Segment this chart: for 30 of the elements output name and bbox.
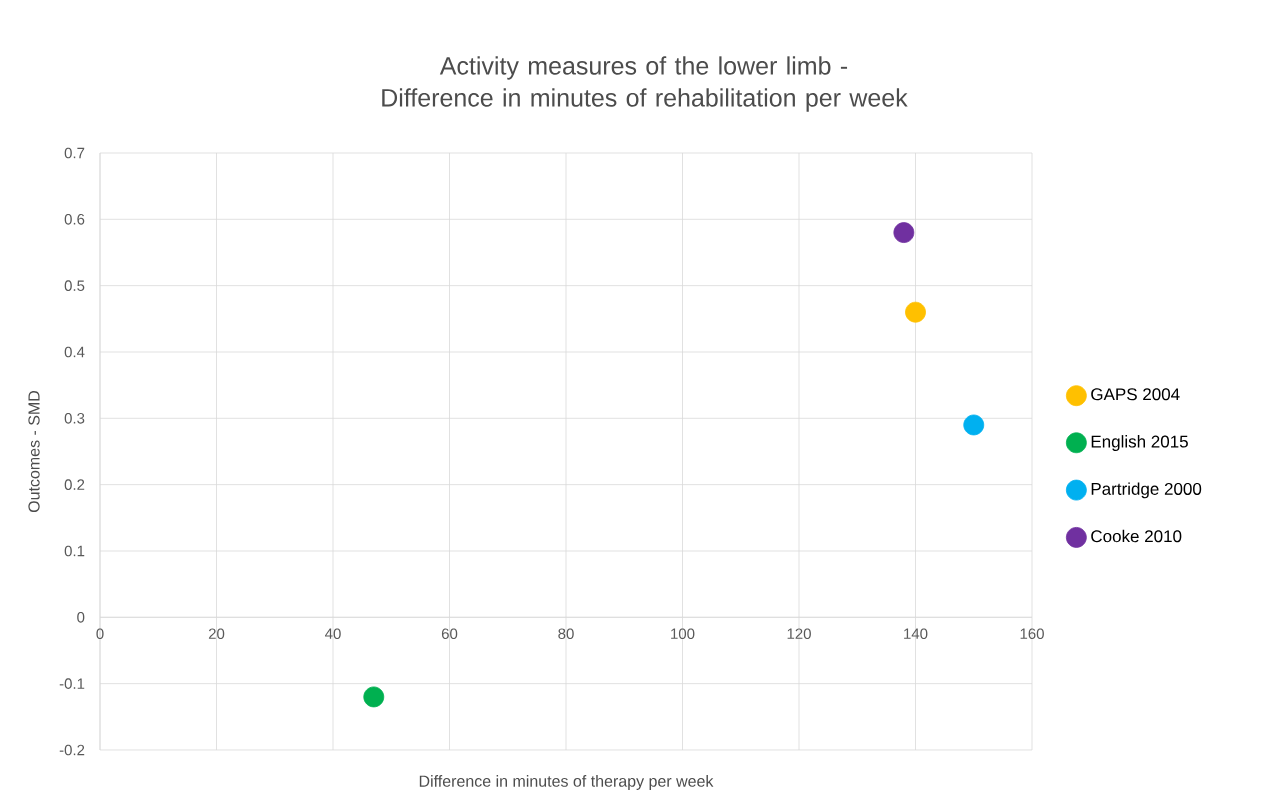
- x-axis-title: Difference in minutes of therapy per week: [419, 775, 714, 790]
- point: [363, 686, 385, 708]
- point: [963, 414, 985, 436]
- x-tick-label: 0: [96, 628, 104, 640]
- x-tick-label: 80: [558, 628, 574, 640]
- point: [905, 301, 926, 323]
- y-tick-label: -0.2: [59, 744, 85, 756]
- y-tick-label: 0.1: [64, 545, 85, 557]
- x-tick-label: 120: [787, 628, 811, 640]
- y-tick-label: 0.4: [64, 346, 85, 358]
- x-tick-label: 160: [1020, 628, 1044, 640]
- y-tick-label: 0: [77, 612, 85, 623]
- legend-label: Partridge 2000: [1091, 482, 1202, 499]
- y-tick-label: 0.3: [64, 413, 85, 424]
- legend-label: GAPS 2004: [1091, 388, 1180, 401]
- chart-title: Activity measures of the lower limb - Difference in minutes of rehabilitation per week: [382, 56, 908, 112]
- y-tick-label: 0.6: [64, 214, 85, 225]
- y-tick-label: 0.7: [64, 147, 85, 159]
- y-tick-label: 0.5: [64, 280, 85, 291]
- x-tick-label: 40: [325, 628, 341, 640]
- x-tick-label: 20: [208, 628, 225, 640]
- x-tick-label: 60: [441, 628, 458, 640]
- legend-label: English 2015: [1091, 435, 1188, 451]
- x-tick-label: 100: [671, 628, 695, 640]
- point: [893, 222, 915, 243]
- y-tick-label: 0.2: [64, 479, 85, 490]
- x-tick-label: 140: [904, 628, 928, 640]
- y-axis-title: Outcomes - SMD: [28, 390, 40, 513]
- y-tick-label: -0.1: [59, 678, 85, 689]
- legend-label: Cooke 2010: [1091, 529, 1182, 543]
